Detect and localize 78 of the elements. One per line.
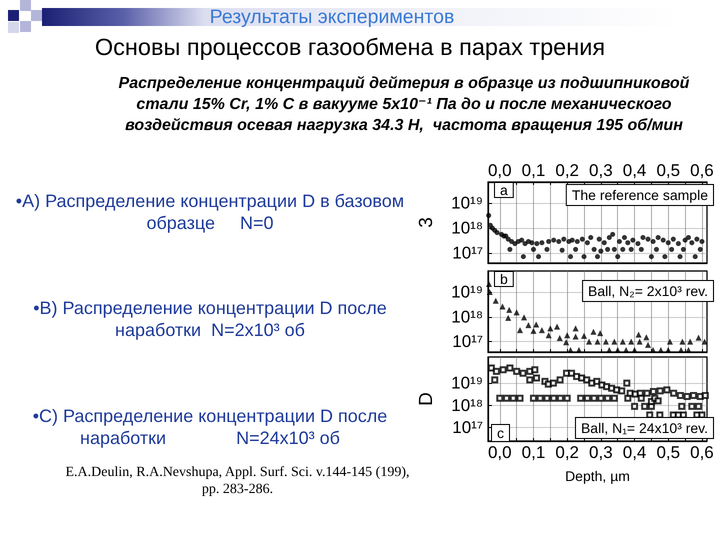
point — [556, 334, 563, 341]
annotation: a — [500, 182, 508, 198]
x2-tick-label: 0,4 — [622, 161, 646, 180]
point — [554, 324, 560, 330]
point — [636, 338, 643, 345]
point — [620, 338, 626, 345]
point — [572, 325, 579, 332]
point — [611, 338, 618, 345]
x2-tick-label: 0,1 — [522, 161, 546, 180]
y-tick-label: 10¹⁹ — [451, 194, 483, 213]
point — [563, 339, 570, 346]
point — [702, 338, 708, 345]
x-tick-label: 0,5 — [656, 443, 680, 462]
y-tick-label: 10¹⁹ — [451, 282, 483, 302]
point — [486, 280, 492, 287]
point — [643, 334, 650, 340]
point — [597, 330, 604, 336]
point — [679, 338, 686, 345]
point — [538, 327, 545, 334]
text: E.A.Deulin, R.A.Nevshupa, Appl. Surf. Sci. v.144-145 (199), pp. 283-286. — [64, 464, 410, 498]
point — [628, 338, 634, 345]
y-tick-label: 10¹⁸ — [451, 307, 483, 326]
x2-tick-label: 0,0 — [488, 161, 512, 180]
point — [572, 334, 579, 340]
point — [499, 303, 506, 310]
x-tick-label: 0,3 — [589, 443, 613, 462]
y-tick-label: 10¹⁷ — [452, 244, 483, 263]
y-tick-label: 10¹⁸ — [451, 396, 483, 415]
point — [564, 332, 570, 338]
point — [602, 338, 609, 345]
x-axis-title: Depth, µm — [565, 468, 630, 484]
annotation: c — [497, 425, 504, 441]
point — [546, 332, 552, 338]
text: •C) Распределение концентрации D после наработки N=24x10³ об — [32, 406, 388, 449]
point — [687, 338, 694, 345]
point — [514, 309, 520, 316]
point — [521, 314, 528, 320]
text: Основы процессов газообмена в парах трения — [94, 33, 606, 61]
point — [666, 338, 673, 345]
point — [645, 342, 652, 348]
y-axis-title: 3 — [416, 217, 437, 228]
annotation: The reference sample — [572, 187, 708, 203]
y-axis-title: D — [416, 392, 437, 406]
y-tick-label: 10¹⁹ — [451, 374, 483, 393]
point — [547, 325, 554, 332]
point — [486, 288, 493, 295]
y-tick-label: 10¹⁷ — [452, 418, 483, 438]
x2-tick-label: 0,5 — [656, 161, 680, 180]
point — [636, 332, 642, 338]
x2-tick-label: 0,6 — [690, 161, 714, 180]
x-tick-label: 0,1 — [522, 443, 546, 462]
point — [530, 328, 536, 334]
point — [533, 321, 540, 328]
point — [492, 298, 499, 304]
point — [581, 332, 588, 339]
x-tick-label: 0,4 — [622, 443, 646, 462]
x2-tick-label: 0,2 — [555, 161, 579, 180]
annotation: Ball, N₁= 24x10³ rev. — [580, 420, 708, 436]
annotation: Ball, N₂= 2x10³ rev. — [588, 283, 708, 299]
point — [505, 314, 512, 321]
text: •B) Распределение концентрации D после наработки N=2x10³ об — [32, 298, 388, 341]
y-tick-label: 10¹⁸ — [451, 218, 483, 238]
x-tick-label: 0,6 — [690, 443, 714, 462]
x-tick-label: 0,2 — [555, 443, 579, 462]
y-tick-label: 10¹⁷ — [452, 332, 483, 352]
point — [517, 327, 524, 334]
annotation: b — [500, 271, 508, 287]
point — [586, 338, 592, 345]
text: Результаты экспериментов — [208, 6, 456, 28]
point — [590, 328, 596, 335]
point — [506, 306, 512, 313]
text: Распределение концентраций дейтерия в образце из подшипниковой стали 15% Cr, 1% C в вакууме 5x10⁻¹ Па до и после механического воздействия осевая нагрузка 34.3 Н, частота вращения 195 об/мин — [118, 74, 690, 136]
point — [525, 322, 532, 328]
point — [696, 334, 702, 341]
x-tick-label: 0,0 — [488, 443, 512, 462]
text: •A) Распределение концентрации D в базовом образце N=0 — [14, 191, 406, 234]
point — [594, 338, 600, 345]
x2-tick-label: 0,3 — [589, 161, 613, 180]
